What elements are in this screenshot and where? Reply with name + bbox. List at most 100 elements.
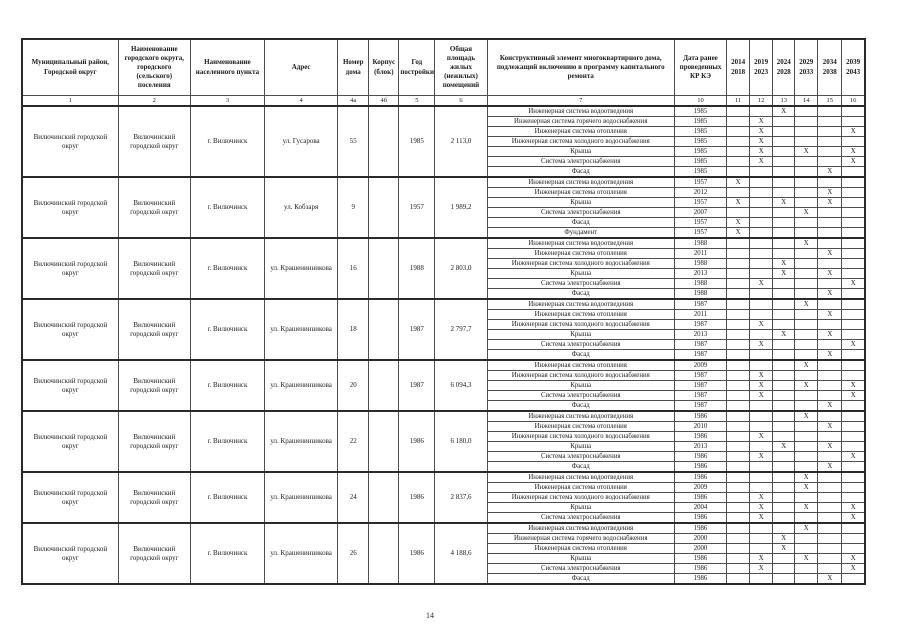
cell-plan-mark: X	[749, 563, 774, 574]
cell-plan-mark	[772, 278, 796, 289]
period-to: 2028	[776, 67, 791, 76]
cell-plan-mark	[794, 136, 819, 147]
cell-plan-mark	[726, 156, 751, 167]
column-number-row: 1 2 3 4 4а 4б 5 6 7 10 11 12 13 14 15 16	[21, 95, 866, 107]
cell-plan-mark: X	[749, 278, 774, 289]
cell-plan-mark: X	[749, 512, 774, 524]
column-number: 14	[794, 95, 819, 107]
cell-plan-mark	[794, 461, 819, 473]
cell-plan-mark: X	[817, 329, 843, 340]
cell-plan-mark: X	[817, 441, 843, 452]
cell-plan-mark	[817, 146, 843, 157]
cell-plan-mark	[817, 207, 843, 218]
cell-plan-mark: X	[841, 451, 866, 462]
cell-plan-mark	[794, 319, 819, 330]
cell-plan-mark	[772, 176, 796, 188]
table-row: Вилючинский городской округ Вилючинский г…	[21, 471, 866, 524]
cell-element-name: Крыша	[486, 380, 675, 391]
table-row: Вилючинский городской округ Вилючинский г…	[21, 410, 866, 473]
col-header-period-2019-2023: 2019 2023	[749, 38, 774, 96]
cell-plan-mark: X	[749, 390, 774, 401]
cell-locality: г. Вилючинск	[189, 105, 266, 178]
cell-plan-mark	[726, 298, 751, 310]
table-row: Фасад 1957 X	[22, 217, 866, 228]
cell-plan-mark: X	[841, 390, 866, 401]
cell-plan-mark	[794, 431, 819, 442]
cell-plan-mark	[794, 105, 819, 117]
cell-plan-mark	[726, 563, 751, 574]
cell-plan-mark	[772, 187, 796, 198]
cell-prior-repair-date: 2004	[673, 502, 728, 513]
cell-plan-mark	[794, 533, 819, 544]
cell-house-number: 24	[337, 471, 370, 524]
cell-plan-mark	[726, 543, 751, 554]
cell-plan-mark	[817, 431, 843, 442]
cell-plan-mark	[749, 187, 774, 198]
cell-block	[368, 237, 400, 300]
cell-plan-mark	[726, 431, 751, 442]
cell-plan-mark: X	[749, 126, 774, 137]
cell-plan-mark	[817, 136, 843, 147]
cell-prior-repair-date: 2010	[673, 421, 728, 432]
cell-plan-mark: X	[794, 146, 819, 157]
table-row: Система электроснабжения 1986 X X	[22, 451, 866, 462]
cell-year-built: 1957	[398, 176, 436, 239]
cell-plan-mark	[726, 370, 751, 381]
cell-plan-mark	[794, 278, 819, 289]
cell-plan-mark: X	[794, 298, 819, 310]
table-row: Инженерная система отопления 2011 X	[22, 248, 866, 259]
cell-plan-mark	[817, 502, 843, 513]
cell-element-name: Крыша	[486, 146, 675, 157]
col-header-element: Конструктивный элемент многоквартирного …	[486, 38, 675, 96]
cell-plan-mark	[772, 492, 796, 503]
cell-prior-repair-date: 1987	[673, 380, 728, 391]
cell-plan-mark	[726, 400, 751, 412]
cell-element-name: Инженерная система холодного водоснабжен…	[486, 136, 675, 147]
cell-plan-mark: X	[817, 268, 843, 279]
cell-element-name: Инженерная система холодного водоснабжен…	[486, 370, 675, 381]
cell-plan-mark: X	[749, 370, 774, 381]
cell-plan-mark	[817, 512, 843, 524]
cell-plan-mark	[817, 359, 843, 371]
cell-plan-mark	[794, 339, 819, 350]
cell-plan-mark	[726, 309, 751, 320]
cell-prior-repair-date: 1986	[673, 563, 728, 574]
cell-plan-mark	[794, 543, 819, 554]
column-number: 13	[772, 95, 796, 107]
table-row: Крыша 2013 X X	[22, 268, 866, 279]
cell-plan-mark	[817, 156, 843, 167]
cell-address: ул. Гусарова	[264, 105, 339, 178]
cell-prior-repair-date: 1957	[673, 217, 728, 228]
cell-element-name: Фасад	[486, 461, 675, 473]
cell-plan-mark	[772, 136, 796, 147]
cell-element-name: Инженерная система отопления	[486, 309, 675, 320]
cell-address: ул. Крашенинникова	[264, 237, 339, 300]
cell-plan-mark	[841, 207, 866, 218]
cell-plan-mark	[772, 248, 796, 259]
cell-settlement: Вилючинский городской округ	[117, 237, 191, 300]
table-row: Крыша 2013 X X	[22, 441, 866, 452]
cell-prior-repair-date: 1985	[673, 166, 728, 178]
table-row: Инженерная система отопления 2000 X	[22, 543, 866, 554]
cell-plan-mark	[841, 176, 866, 188]
cell-plan-mark	[817, 227, 843, 239]
period-to: 2018	[731, 67, 746, 76]
cell-plan-mark	[772, 380, 796, 391]
cell-plan-mark	[772, 156, 796, 167]
cell-plan-mark	[726, 512, 751, 524]
cell-prior-repair-date: 1957	[673, 227, 728, 239]
cell-prior-repair-date: 1986	[673, 492, 728, 503]
cell-prior-repair-date: 1988	[673, 258, 728, 269]
cell-plan-mark	[749, 207, 774, 218]
cell-plan-mark	[772, 390, 796, 401]
cell-plan-mark	[772, 421, 796, 432]
cell-prior-repair-date: 2000	[673, 533, 728, 544]
cell-plan-mark	[772, 451, 796, 462]
cell-plan-mark: X	[841, 146, 866, 157]
col-header-locality: Наименование населенного пункта	[189, 38, 266, 96]
cell-prior-repair-date: 1987	[673, 400, 728, 412]
cell-block	[368, 298, 400, 361]
cell-prior-repair-date: 1986	[673, 522, 728, 534]
cell-district: Вилючинский городской округ	[21, 359, 119, 412]
cell-house-number: 16	[337, 237, 370, 300]
